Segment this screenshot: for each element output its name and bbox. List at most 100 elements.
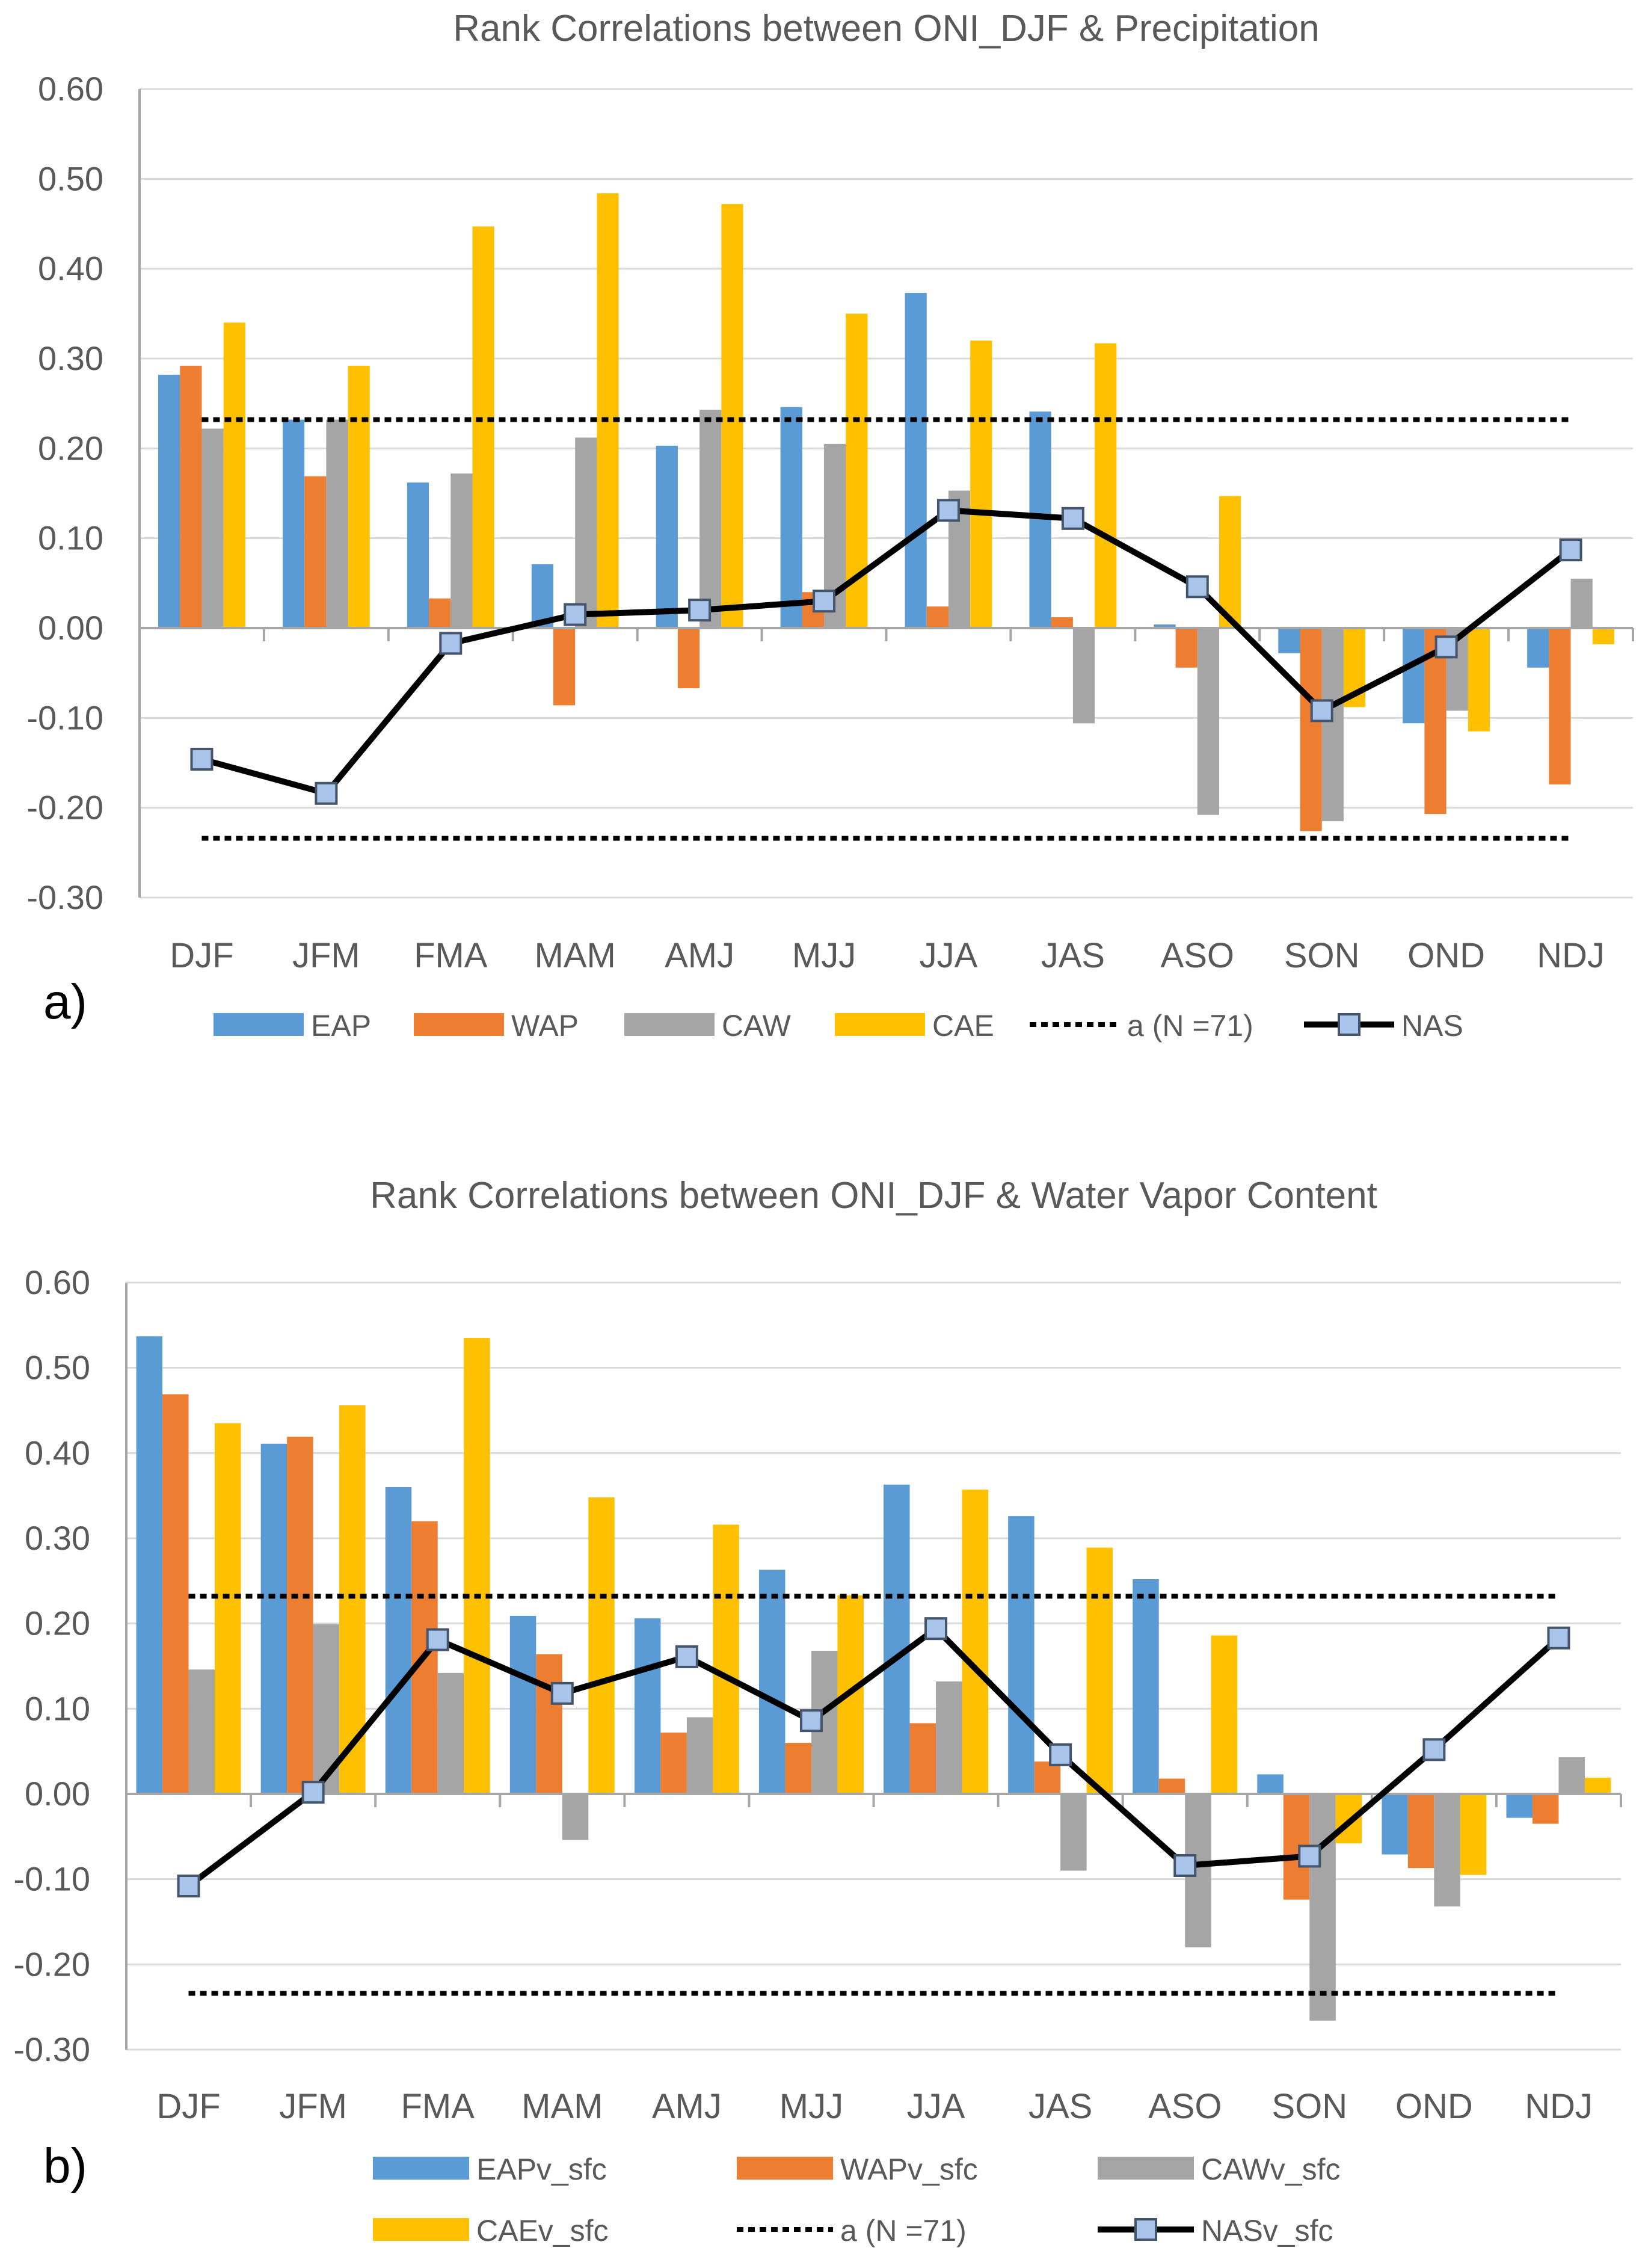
y-tick-label: 0.30	[38, 339, 103, 377]
chart-title: Rank Correlations between ONI_DJF & Prec…	[453, 8, 1319, 49]
legend-swatch	[835, 1013, 925, 1036]
legend-item: EAP	[214, 1009, 371, 1043]
category-label: FMA	[401, 2087, 475, 2126]
category-label: JAS	[1028, 2087, 1092, 2126]
line-NAS	[201, 507, 1573, 797]
category-label: ASO	[1148, 2087, 1222, 2126]
bar-CAEv_sfc-FMA	[464, 1338, 490, 1794]
category-label: JFM	[279, 2087, 347, 2126]
category-label: NDJ	[1537, 936, 1605, 975]
bar-CAWv_sfc-MAM	[562, 1794, 589, 1840]
category-label: AMJ	[665, 936, 734, 975]
bar-EAPv_sfc-JAS	[1008, 1516, 1035, 1794]
legend-label: EAPv_sfc	[476, 2152, 607, 2186]
legend-swatch	[214, 1013, 304, 1036]
bar-CAEv_sfc-DJF	[215, 1423, 241, 1794]
y-tick-label: 0.40	[38, 250, 103, 288]
legend-swatch	[373, 2218, 469, 2241]
legend-swatch	[737, 2157, 833, 2180]
legend-label: WAP	[511, 1009, 579, 1043]
bar-EAPv_sfc-DJF	[136, 1336, 163, 1794]
bar-EAPv_sfc-NDJ	[1506, 1794, 1533, 1818]
y-tick-label: 0.40	[25, 1434, 90, 1471]
category-label: MAM	[521, 2087, 603, 2126]
chart-title: Rank Correlations between ONI_DJF & Wate…	[370, 1175, 1377, 1216]
bar-WAPv_sfc-AMJ	[660, 1733, 687, 1794]
marker-NAS-JJA	[936, 499, 960, 522]
legend-label: CAE	[932, 1009, 994, 1043]
y-tick-label: 0.50	[38, 159, 103, 197]
bar-EAPv_sfc-ASO	[1133, 1579, 1159, 1794]
bar-EAP-MJJ	[780, 407, 802, 628]
marker-NAS-MJJ	[813, 590, 836, 613]
series-WAP	[180, 365, 1571, 831]
legend-item: a (N =71)	[1030, 1009, 1253, 1043]
category-label: JJA	[920, 936, 978, 975]
bar-CAW-NDJ	[1570, 578, 1593, 628]
legend-swatch	[414, 1013, 504, 1036]
legend-item: NASv_sfc	[1098, 2214, 1333, 2248]
bar-WAPv_sfc-MAM	[536, 1654, 562, 1794]
legend-swatch	[373, 2157, 469, 2180]
bar-CAE-NDJ	[1592, 628, 1614, 644]
marker-NASv_sfc-JAS	[1049, 1743, 1072, 1766]
category-label: SON	[1271, 2087, 1347, 2126]
marker-NAS-OND	[1434, 635, 1458, 659]
marker-NASv_sfc-OND	[1422, 1738, 1446, 1761]
bar-CAW-JFM	[326, 419, 348, 628]
bar-WAPv_sfc-ASO	[1158, 1778, 1185, 1794]
category-label: JFM	[292, 936, 360, 975]
bar-CAEv_sfc-NDJ	[1584, 1778, 1611, 1794]
bar-CAE-AMJ	[721, 204, 743, 628]
bar-EAP-SON	[1278, 628, 1300, 653]
legend-label: WAPv_sfc	[840, 2152, 978, 2186]
marker-NAS-JFM	[315, 781, 338, 805]
marker-NASv_sfc-SON	[1298, 1844, 1321, 1868]
bar-CAE-MAM	[597, 193, 619, 628]
marker-NASv_sfc-MJJ	[799, 1709, 823, 1733]
marker-NAS-MAM	[564, 603, 587, 626]
bar-CAWv_sfc-SON	[1309, 1794, 1336, 2021]
y-tick-label: -0.30	[13, 2030, 90, 2068]
marker-NASv_sfc-DJF	[177, 1875, 200, 1897]
bar-WAP-ASO	[1175, 628, 1198, 668]
category-label: AMJ	[652, 2087, 722, 2126]
bar-CAEv_sfc-MAM	[588, 1497, 615, 1794]
category-label: DJF	[156, 2087, 220, 2126]
series-CAW	[201, 410, 1593, 822]
bar-WAPv_sfc-JFM	[287, 1437, 313, 1794]
marker-NAS-FMA	[439, 632, 463, 655]
marker-NAS-SON	[1310, 699, 1333, 723]
category-label: MJJ	[792, 936, 856, 975]
bar-WAP-JJA	[926, 606, 948, 628]
legend-item: WAP	[414, 1009, 579, 1043]
bar-WAP-JAS	[1051, 617, 1073, 628]
legend-swatch	[624, 1013, 715, 1036]
bar-CAEv_sfc-JAS	[1086, 1547, 1113, 1794]
legend-item: CAE	[835, 1009, 994, 1043]
y-tick-label: 0.50	[25, 1349, 90, 1387]
series-WAPv_sfc	[162, 1394, 1559, 1900]
legend: EAP WAP CAW CAE a (N =71) NAS	[214, 1009, 1463, 1043]
bar-CAWv_sfc-NDJ	[1558, 1757, 1585, 1794]
bar-EAP-DJF	[158, 374, 180, 628]
bar-WAPv_sfc-JAS	[1034, 1761, 1061, 1794]
bar-EAPv_sfc-FMA	[385, 1487, 412, 1794]
bar-WAP-NDJ	[1549, 628, 1571, 784]
bar-CAE-OND	[1468, 628, 1490, 732]
y-tick-label: 0.30	[25, 1519, 90, 1557]
y-tick-label: 0.00	[38, 609, 103, 647]
y-tick-label: 0.60	[38, 70, 103, 108]
series-EAPv_sfc	[136, 1336, 1533, 1855]
bar-WAPv_sfc-JJA	[909, 1723, 936, 1794]
bar-WAP-FMA	[429, 598, 451, 628]
y-tick-label: -0.20	[26, 789, 103, 827]
bar-CAE-JAS	[1095, 343, 1117, 628]
legend-label: NAS	[1401, 1009, 1463, 1043]
legend-item: WAPv_sfc	[737, 2152, 978, 2186]
marker-NAS-DJF	[190, 748, 214, 771]
legend-item: CAEv_sfc	[373, 2214, 609, 2248]
category-label: OND	[1407, 936, 1485, 975]
bar-CAEv_sfc-ASO	[1211, 1635, 1238, 1794]
